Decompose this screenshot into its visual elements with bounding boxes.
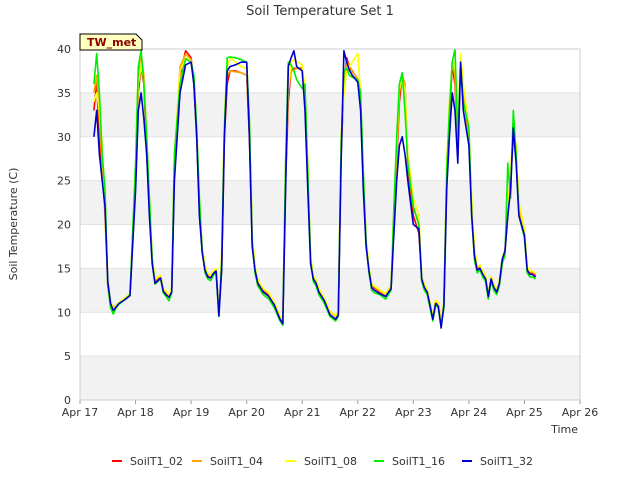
legend-item-soilt1_02: SoilT1_02 <box>112 455 183 468</box>
legend-label: SoilT1_16 <box>392 455 445 468</box>
legend-item-soilt1_16: SoilT1_16 <box>374 455 445 468</box>
x-tick-label: Apr 23 <box>395 406 432 419</box>
x-tick-label: Apr 26 <box>562 406 599 419</box>
grid-band <box>80 180 580 225</box>
grid-band <box>80 356 580 400</box>
y-tick-label: 20 <box>57 219 71 232</box>
legend-label: SoilT1_32 <box>480 455 533 468</box>
y-tick-label: 35 <box>57 87 71 100</box>
x-tick-label: Apr 21 <box>284 406 321 419</box>
y-tick-label: 5 <box>64 350 71 363</box>
grid-band <box>80 49 580 93</box>
legend-item-soilt1_08: SoilT1_08 <box>286 455 357 468</box>
series-lines <box>93 48 537 329</box>
y-axis-label: Soil Temperature (C) <box>7 168 20 281</box>
x-tick-label: Apr 17 <box>62 406 99 419</box>
y-axis-ticks: 0 5 10 15 20 25 30 35 40 <box>57 43 71 407</box>
legend-label: SoilT1_04 <box>210 455 263 468</box>
grid-band <box>80 92 580 137</box>
grid-band <box>80 224 580 269</box>
x-tick-label: Apr 25 <box>506 406 543 419</box>
y-tick-label: 15 <box>57 262 71 275</box>
y-tick-label: 40 <box>57 43 71 56</box>
plot-frame <box>79 48 581 401</box>
legend: SoilT1_02 SoilT1_04 SoilT1_08 SoilT1_16 Soil… <box>112 455 533 468</box>
grid-band <box>80 136 580 181</box>
x-tick-label: Apr 22 <box>340 406 377 419</box>
y-tick-label: 30 <box>57 131 71 144</box>
legend-item-soilt1_32: SoilT1_32 <box>462 455 533 468</box>
station-badge-label: TW_met <box>87 36 136 49</box>
x-tick-label: Apr 20 <box>228 406 265 419</box>
y-tick-label: 10 <box>57 306 71 319</box>
legend-label: SoilT1_08 <box>304 455 357 468</box>
x-tick-label: Apr 24 <box>451 406 488 419</box>
x-tick-label: Apr 18 <box>117 406 154 419</box>
station-badge: TW_met <box>79 33 143 51</box>
x-axis-label: Time <box>550 423 578 436</box>
background-bands <box>80 48 580 401</box>
legend-item-soilt1_04: SoilT1_04 <box>192 455 263 468</box>
x-tick-label: Apr 19 <box>173 406 210 419</box>
grid-band <box>80 312 580 357</box>
y-tick-label: 0 <box>64 394 71 407</box>
y-tick-label: 25 <box>57 175 71 188</box>
series-line-soilt1_32 <box>93 49 537 329</box>
legend-label: SoilT1_02 <box>130 455 183 468</box>
x-axis-ticks: Apr 17 Apr 18 Apr 19 Apr 20 Apr 21 Apr 22 Apr … <box>62 400 599 419</box>
chart-title: Soil Temperature Set 1 <box>246 4 394 19</box>
